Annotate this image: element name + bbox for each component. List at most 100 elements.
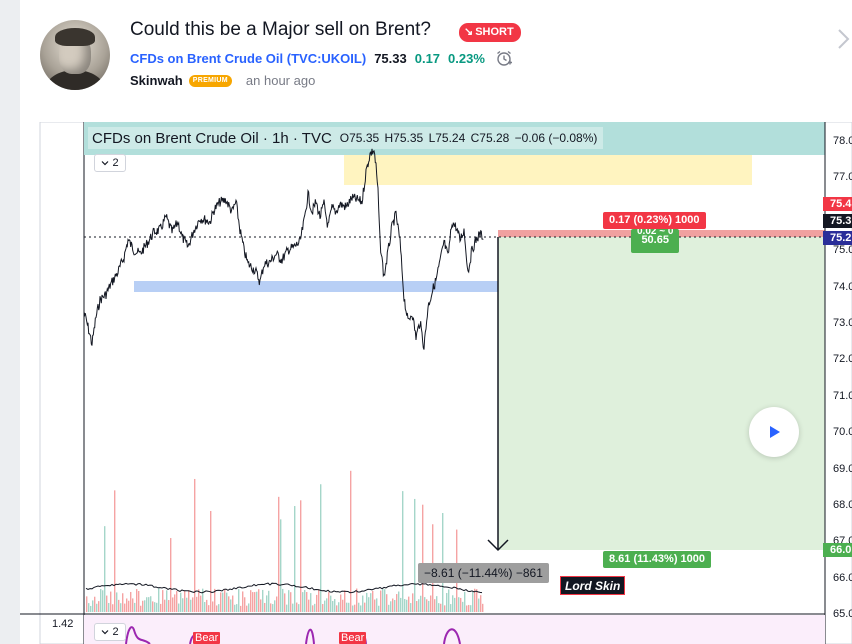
volume-bar <box>320 484 322 612</box>
volume-bar <box>92 600 94 612</box>
symbol-change-percent: 0.23% <box>448 50 485 66</box>
volume-bar <box>232 595 234 612</box>
volume-bar <box>142 600 144 612</box>
volume-bar <box>156 602 158 612</box>
volume-bar <box>412 593 414 612</box>
volume-bar <box>104 526 106 612</box>
volume-bar <box>428 600 430 612</box>
volume-bar <box>466 605 468 612</box>
target-zone[interactable] <box>498 237 825 550</box>
volume-bar <box>86 596 88 612</box>
symbol-change: 0.17 <box>414 50 441 66</box>
volume-bar <box>274 600 276 612</box>
volume-bar <box>152 601 154 612</box>
volume-bar <box>134 602 136 612</box>
volume-bar <box>392 598 394 612</box>
volume-bar <box>164 599 166 612</box>
play-button[interactable] <box>749 407 799 457</box>
volume-bar <box>180 592 182 612</box>
volume-bar <box>398 591 400 612</box>
price-axis-label: 71.0 <box>833 389 852 402</box>
idea-title[interactable]: Could this be a Major sell on Brent? <box>130 19 431 40</box>
price-axis-label: 78.0 <box>833 135 852 147</box>
volume-bar <box>254 592 256 612</box>
volume-bar <box>184 590 186 612</box>
volume-bar <box>182 598 184 612</box>
price-axis-pill: 75.4 <box>823 197 852 211</box>
volume-bar <box>426 599 428 612</box>
volume-bar <box>346 602 348 612</box>
volume-bar <box>306 592 308 612</box>
volume-bar <box>290 592 292 612</box>
chart-canvas[interactable] <box>20 122 852 644</box>
volume-bar <box>250 590 252 612</box>
volume-bar <box>230 599 232 612</box>
volume-bar <box>114 490 116 612</box>
lower-pane-scale-value: 1.42 <box>52 618 74 630</box>
volume-bar <box>364 602 366 612</box>
volume-bar <box>338 602 340 612</box>
volume-bar <box>262 589 264 612</box>
symbol-link[interactable]: CFDs on Brent Crude Oil (TVC:UKOIL) <box>130 50 367 66</box>
author-name[interactable]: Skinwah <box>130 73 183 88</box>
volume-bar <box>252 592 254 612</box>
indicator-toggle[interactable]: 2 <box>94 154 126 172</box>
volume-bar <box>248 603 250 612</box>
volume-bar <box>438 603 440 612</box>
volume-bar <box>326 598 328 612</box>
volume-bar <box>172 597 174 612</box>
volume-bar <box>380 590 382 612</box>
volume-bar <box>212 601 214 612</box>
volume-bar <box>304 590 306 612</box>
lower-pane-indicator-toggle[interactable]: 2 <box>94 623 126 641</box>
volume-bars <box>86 470 484 612</box>
author-avatar[interactable] <box>40 20 110 90</box>
volume-bar <box>158 588 160 612</box>
volume-bar <box>236 604 238 612</box>
volume-bar <box>210 510 212 612</box>
volume-bar <box>424 597 426 612</box>
volume-bar <box>318 589 320 612</box>
chart-legend: CFDs on Brent Crude Oil · 1h · TVC O75.3… <box>88 127 604 149</box>
legend-ohlc: O75.35 H75.35 L75.24 C75.28 −0.06 (−0.08… <box>339 131 598 145</box>
volume-bar <box>110 591 112 612</box>
volume-bar <box>102 590 104 612</box>
volume-bar <box>344 590 346 612</box>
volume-bar <box>266 595 268 612</box>
volume-bar <box>120 603 122 612</box>
volume-bar <box>476 589 478 612</box>
price-series-line <box>83 148 484 350</box>
volume-bar <box>98 601 100 612</box>
volume-bar <box>400 597 402 612</box>
volume-bar <box>370 593 372 612</box>
volume-bar <box>302 592 304 612</box>
published-time: an hour ago <box>245 73 316 88</box>
volume-bar <box>122 593 124 612</box>
volume-bar <box>118 599 120 612</box>
support-zone-box[interactable] <box>134 281 627 292</box>
volume-bar <box>238 589 240 612</box>
volume-bar <box>166 590 168 612</box>
volume-bar <box>388 604 390 612</box>
price-axis-label: 68.0 <box>833 499 852 511</box>
volume-bar <box>190 599 192 612</box>
volume-bar <box>330 595 332 612</box>
volume-bar <box>390 601 392 612</box>
price-axis-label: 75.0 <box>833 244 852 257</box>
legend-title: CFDs on Brent Crude Oil · 1h · TVC <box>92 129 332 147</box>
signature-label: Lord Skin <box>560 576 626 595</box>
entry-label: 0.02 ~ 0 50.65 <box>631 229 680 253</box>
chevron-down-icon <box>102 630 109 635</box>
symbol-row: CFDs on Brent Crude Oil (TVC:UKOIL) 75.3… <box>130 49 513 67</box>
volume-bar <box>144 600 146 612</box>
volume-bar <box>284 593 286 612</box>
volume-bar <box>138 591 140 612</box>
add-alert-icon[interactable] <box>495 49 513 67</box>
volume-bar <box>386 594 388 612</box>
volume-bar <box>374 599 376 612</box>
chevron-right-icon[interactable] <box>835 28 851 50</box>
supply-zone-box[interactable] <box>344 155 752 185</box>
volume-bar <box>372 590 374 612</box>
volume-bar <box>206 599 208 612</box>
volume-bar <box>324 600 326 612</box>
